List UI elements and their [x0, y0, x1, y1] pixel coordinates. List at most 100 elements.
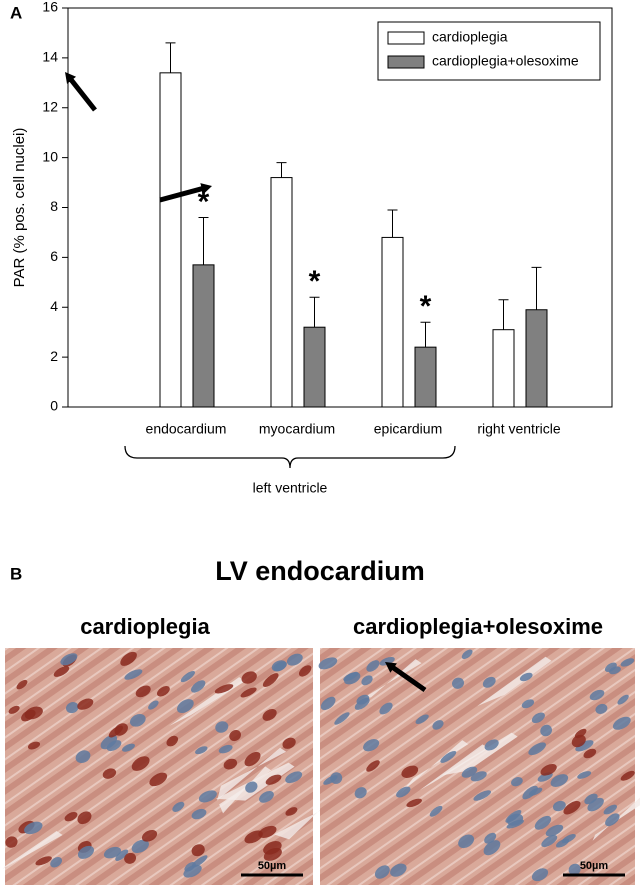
nucleus — [285, 771, 303, 784]
vessel-gap — [219, 766, 272, 814]
error-bar — [309, 296, 320, 328]
nucleus — [396, 786, 411, 798]
nucleus — [401, 765, 419, 778]
nucleus — [563, 800, 581, 815]
nucleus — [5, 836, 18, 848]
nucleus — [156, 686, 170, 697]
nucleus — [605, 813, 620, 827]
bar — [303, 326, 326, 408]
nucleus — [589, 689, 605, 701]
nucleus — [102, 768, 117, 779]
bar — [159, 72, 182, 408]
nucleus — [135, 685, 151, 698]
bar — [492, 329, 515, 408]
nucleus — [77, 698, 94, 710]
nucleus — [390, 863, 407, 877]
nucleus — [8, 705, 20, 714]
panel-label: B — [10, 564, 22, 583]
y-tick-label: 4 — [50, 298, 58, 314]
legend-label: cardioplegia — [432, 29, 508, 45]
bar — [414, 346, 437, 408]
nucleus — [282, 737, 296, 749]
nucleus — [24, 706, 43, 720]
nucleus — [473, 790, 492, 801]
error-bar — [198, 216, 209, 265]
nucleus — [432, 720, 444, 730]
nucleus — [343, 671, 359, 682]
arrow-head — [200, 183, 212, 195]
nucleus — [176, 699, 194, 714]
nucleus — [75, 750, 91, 764]
legend-swatch — [387, 31, 425, 45]
nucleus — [64, 811, 78, 822]
nucleus — [505, 810, 522, 823]
nucleus — [568, 863, 581, 876]
significance-marker: * — [309, 265, 321, 298]
panel-label: A — [10, 3, 22, 22]
nucleus — [35, 856, 52, 866]
nucleus — [240, 687, 257, 698]
legend-swatch — [387, 55, 425, 69]
nucleus — [620, 770, 635, 781]
nucleus — [318, 657, 338, 670]
nucleus — [265, 774, 282, 785]
nucleus — [361, 675, 373, 686]
nucleus — [587, 797, 604, 812]
nucleus — [129, 714, 146, 727]
nucleus — [522, 785, 538, 800]
nucleus — [595, 703, 608, 714]
nucleus — [148, 700, 159, 710]
nucleus — [120, 651, 137, 666]
arrow-head — [65, 72, 77, 84]
nucleus — [366, 660, 380, 672]
nucleus — [218, 744, 233, 754]
y-tick-label: 2 — [50, 348, 58, 364]
nucleus — [406, 798, 422, 808]
nucleus — [363, 739, 380, 752]
x-tick-label: myocardium — [259, 421, 335, 437]
nucleus — [66, 702, 79, 714]
nucleus — [429, 805, 443, 817]
image-label: cardioplegia+olesoxime — [353, 614, 603, 639]
nucleus — [245, 781, 258, 793]
bar — [270, 177, 293, 408]
nucleus — [583, 748, 597, 759]
arrow — [390, 664, 427, 693]
nucleus — [571, 734, 586, 748]
nucleus — [519, 672, 533, 682]
vessel-gap — [477, 656, 552, 707]
nucleus — [461, 649, 473, 660]
nucleus — [191, 808, 207, 820]
nucleus — [334, 712, 350, 725]
nucleus — [223, 758, 238, 770]
nucleus — [244, 751, 261, 767]
x-tick-label: right ventricle — [477, 421, 560, 437]
nucleus — [620, 658, 635, 667]
nucleus — [531, 712, 545, 724]
nucleus — [258, 825, 277, 838]
scale-bar-label: 50µm — [580, 860, 609, 872]
bar — [525, 309, 548, 408]
nucleus — [604, 662, 617, 673]
nucleus — [149, 772, 168, 787]
nucleus — [77, 845, 95, 859]
nucleus — [531, 868, 549, 882]
nucleus — [379, 702, 393, 715]
micrograph: 50µm — [318, 648, 640, 885]
vessel-gap — [364, 659, 422, 698]
nucleus — [415, 714, 429, 725]
error-bar — [498, 299, 509, 330]
nucleus — [617, 694, 629, 705]
nucleus — [180, 671, 195, 683]
nucleus — [122, 743, 135, 752]
bracket-label: left ventricle — [253, 480, 328, 496]
nucleus — [27, 741, 41, 750]
vessel-gap — [215, 762, 295, 801]
vessel-gap — [592, 797, 640, 841]
nucleus — [195, 746, 208, 755]
nucleus — [484, 739, 499, 751]
nucleus — [521, 699, 535, 709]
significance-marker: * — [420, 290, 432, 323]
y-tick-label: 14 — [42, 49, 58, 65]
